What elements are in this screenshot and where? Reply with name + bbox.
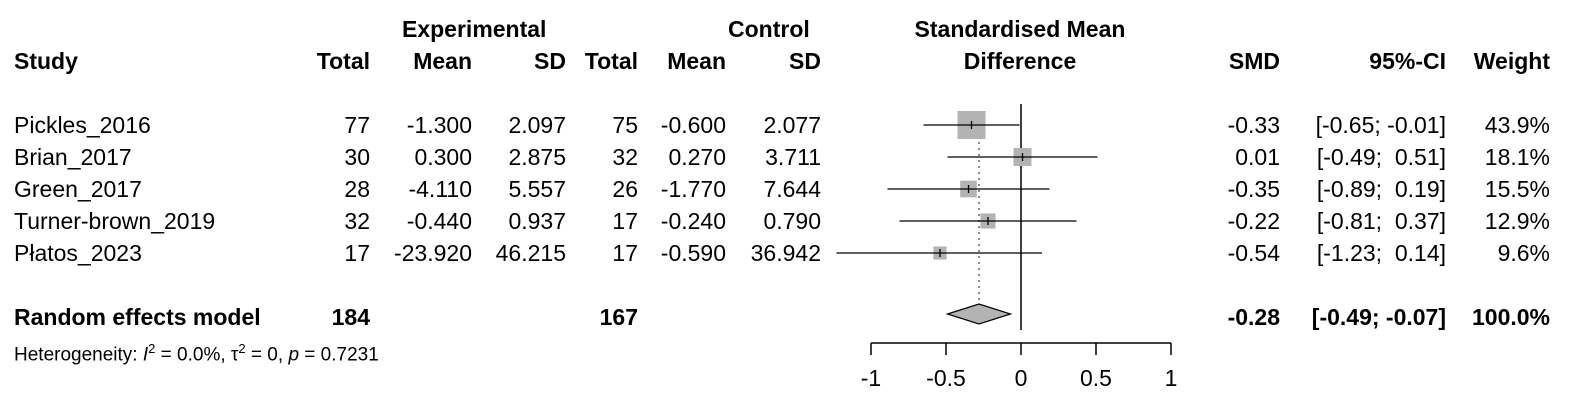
summary-exp-total: 184 <box>331 304 370 330</box>
ctl-total: 32 <box>612 144 638 170</box>
header-exp-mean: Mean <box>413 48 472 74</box>
header-smd-line1: Standardised Mean <box>914 16 1126 42</box>
exp-total: 32 <box>344 208 370 234</box>
exp-mean: -0.440 <box>406 208 472 234</box>
ctl-total: 75 <box>612 112 638 138</box>
exp-sd: 5.557 <box>508 176 566 202</box>
summary-weight: 100.0% <box>1471 304 1550 330</box>
exp-sd: 2.875 <box>508 144 566 170</box>
exp-sd: 2.097 <box>508 112 566 138</box>
ci-value: [-0.89; 0.19] <box>1316 176 1446 202</box>
heterogeneity-p-value: = 0.7231 <box>299 344 379 366</box>
exp-total: 28 <box>344 176 370 202</box>
heterogeneity-tau-value: = 0, <box>245 344 289 366</box>
header-control: Control <box>728 16 810 42</box>
study-name: Pickles_2016 <box>14 112 151 138</box>
exp-mean: -1.300 <box>406 112 472 138</box>
ctl-mean: 0.270 <box>668 144 726 170</box>
ctl-sd: 3.711 <box>765 144 821 170</box>
ci-value: [-1.23; 0.14] <box>1316 240 1446 266</box>
heterogeneity-text: Heterogeneity: I2 = 0.0%, τ2 = 0, p = 0.… <box>14 338 379 366</box>
summary-smd: -0.28 <box>1227 304 1280 330</box>
ctl-mean: -1.770 <box>660 176 726 202</box>
study-name: Green_2017 <box>14 176 142 202</box>
x-axis-tick-label: -1 <box>861 365 881 391</box>
exp-mean: -4.110 <box>408 176 472 202</box>
summary-ci: [-0.49; -0.07] <box>1311 304 1446 330</box>
ctl-total: 17 <box>612 240 638 266</box>
pooled-diamond <box>945 303 1013 325</box>
header-study: Study <box>14 48 78 74</box>
weight-value: 15.5% <box>1484 176 1550 202</box>
heterogeneity-p-symbol: p <box>288 344 300 366</box>
header-experimental: Experimental <box>402 16 547 42</box>
header-ctl-total: Total <box>584 48 638 74</box>
exp-sd: 46.215 <box>495 240 566 266</box>
ctl-sd: 7.644 <box>763 176 821 202</box>
heterogeneity-i2-symbol: I <box>142 344 149 366</box>
ctl-mean: -0.240 <box>660 208 726 234</box>
x-axis-tick-label: 0.5 <box>1080 365 1112 391</box>
weight-value: 9.6% <box>1497 240 1550 266</box>
header-ci: 95%-CI <box>1369 48 1446 74</box>
header-smd: SMD <box>1228 48 1280 74</box>
study-name: Płatos_2023 <box>14 240 142 266</box>
heterogeneity-i2-value: = 0.0%, <box>155 344 231 366</box>
exp-total: 77 <box>344 112 370 138</box>
weight-value: 18.1% <box>1484 144 1550 170</box>
ctl-total: 26 <box>612 176 638 202</box>
smd-value: -0.22 <box>1227 208 1280 234</box>
ci-value: [-0.65; -0.01] <box>1315 112 1446 138</box>
ctl-sd: 2.077 <box>763 112 821 138</box>
ctl-mean: -0.590 <box>660 240 726 266</box>
ctl-sd: 0.790 <box>763 208 821 234</box>
summary-label: Random effects model <box>14 304 261 330</box>
x-axis-tick-label: 0 <box>1015 365 1028 391</box>
ctl-total: 17 <box>612 208 638 234</box>
ctl-mean: -0.600 <box>660 112 726 138</box>
heterogeneity-tau-sup: 2 <box>238 341 246 356</box>
summary-ctl-total: 167 <box>599 304 638 330</box>
study-name: Turner-brown_2019 <box>14 208 216 234</box>
header-ctl-mean: Mean <box>667 48 726 74</box>
smd-value: -0.54 <box>1227 240 1280 266</box>
header-exp-total: Total <box>316 48 370 74</box>
exp-mean: 0.300 <box>414 144 472 170</box>
header-weight: Weight <box>1473 48 1550 74</box>
header-ctl-sd: SD <box>789 48 821 74</box>
heterogeneity-prefix: Heterogeneity: <box>14 344 143 366</box>
smd-value: 0.01 <box>1235 144 1280 170</box>
ctl-sd: 36.942 <box>750 240 821 266</box>
weight-value: 12.9% <box>1484 208 1550 234</box>
exp-total: 30 <box>344 144 370 170</box>
exp-mean: -23.920 <box>393 240 472 266</box>
header-smd-line2: Difference <box>963 48 1077 74</box>
heterogeneity-tau-symbol: τ <box>230 344 239 366</box>
heterogeneity-i2-sup: 2 <box>148 341 156 356</box>
smd-value: -0.33 <box>1227 112 1280 138</box>
study-name: Brian_2017 <box>14 144 132 170</box>
x-axis-tick-label: 1 <box>1165 365 1178 391</box>
header-exp-sd: SD <box>534 48 566 74</box>
exp-sd: 0.937 <box>508 208 566 234</box>
exp-total: 17 <box>344 240 370 266</box>
weight-value: 43.9% <box>1484 112 1550 138</box>
ci-value: [-0.49; 0.51] <box>1316 144 1446 170</box>
smd-value: -0.35 <box>1227 176 1280 202</box>
ci-value: [-0.81; 0.37] <box>1316 208 1446 234</box>
x-axis-tick-label: -0.5 <box>926 365 966 391</box>
